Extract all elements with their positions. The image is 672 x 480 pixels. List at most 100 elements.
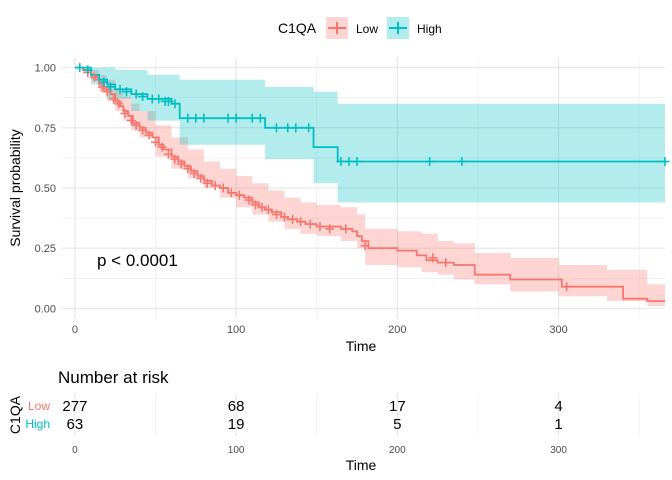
plot-grid: [62, 58, 665, 318]
legend-label-high: High: [417, 22, 442, 36]
censor-mark-high: [199, 113, 209, 123]
censor-mark-low: [305, 219, 315, 229]
censor-mark-low: [131, 120, 141, 130]
risk-count-low: 277: [62, 398, 87, 415]
censor-mark-low: [97, 82, 107, 92]
censor-mark-high: [457, 157, 467, 167]
censor-mark-high: [231, 113, 241, 123]
censor-mark-high: [304, 123, 314, 133]
risk-count-high: 19: [228, 416, 245, 433]
censor-mark-high: [336, 157, 346, 167]
censor-mark-high: [75, 63, 85, 73]
risk-row-label-low: Low: [28, 399, 50, 413]
y-axis-label: Survival probability: [7, 129, 23, 247]
risk-count-high: 1: [554, 416, 562, 433]
censor-mark-low: [226, 188, 236, 198]
censor-mark-low: [210, 181, 220, 191]
x-tick-label: 0: [72, 324, 78, 336]
censor-mark-low: [325, 224, 335, 234]
censor-mark-low: [138, 125, 148, 135]
risk-counts: 277 68 17 4 63 19 5 1: [62, 398, 562, 433]
risk-table-grid: [74, 394, 640, 436]
censor-mark-low: [120, 108, 130, 118]
censor-mark-low: [202, 178, 212, 188]
censor-mark-high: [121, 87, 131, 97]
censor-mark-low: [89, 72, 99, 82]
censor-mark-low: [189, 169, 199, 179]
censor-mark-high: [291, 123, 301, 133]
censor-mark-high: [170, 99, 180, 109]
censor-mark-high: [283, 123, 293, 133]
risk-x-axis-ticks: 0 100 200 300: [72, 445, 567, 456]
censor-mark-low: [296, 217, 306, 227]
censor-mark-high: [191, 113, 201, 123]
survival-lines: [74, 66, 665, 302]
censor-mark-low: [263, 205, 273, 215]
censor-mark-high: [163, 96, 173, 106]
censor-mark-low: [170, 154, 180, 164]
censor-marks: [75, 63, 670, 292]
censor-mark-low: [157, 142, 167, 152]
x-axis-ticks: 0 100 200 300: [72, 324, 568, 336]
ci-band-low: [74, 67, 665, 306]
y-tick-label: 0.75: [35, 123, 56, 135]
censor-mark-high: [352, 157, 362, 167]
censor-mark-low: [250, 200, 260, 210]
censor-mark-high: [138, 92, 148, 102]
risk-count-low: 4: [554, 398, 562, 415]
censor-mark-high: [115, 84, 125, 94]
censor-mark-low: [196, 173, 206, 183]
x-tick-label: 200: [388, 324, 406, 336]
risk-x-tick-label: 100: [228, 445, 245, 456]
censor-mark-low: [257, 202, 267, 212]
y-axis-ticks: 0.00 0.25 0.50 0.75 1.00: [35, 63, 56, 316]
y-tick-label: 0.25: [35, 243, 56, 255]
censor-mark-low: [144, 130, 154, 140]
censor-mark-low: [441, 258, 451, 268]
censor-mark-low: [151, 137, 161, 147]
legend-label-low: Low: [356, 22, 378, 36]
y-tick-label: 0.50: [35, 183, 56, 195]
censor-mark-high: [247, 113, 257, 123]
censor-mark-low: [183, 164, 193, 174]
survival-line-high: [74, 66, 665, 163]
censor-mark-low: [244, 195, 254, 205]
risk-x-tick-label: 0: [72, 445, 78, 456]
legend-title: C1QA: [278, 20, 317, 36]
censor-mark-high: [83, 65, 93, 75]
risk-row-label-high: High: [25, 417, 50, 431]
censor-mark-low: [315, 222, 325, 232]
x-tick-label: 100: [227, 324, 245, 336]
censor-mark-low: [126, 116, 136, 126]
censor-mark-high: [344, 157, 354, 167]
censor-mark-low: [288, 214, 298, 224]
ci-band-high: [74, 67, 665, 203]
risk-x-axis-label: Time: [346, 457, 377, 473]
confidence-bands: [74, 67, 665, 306]
censor-mark-high: [223, 113, 233, 123]
risk-count-high: 5: [393, 416, 401, 433]
censor-mark-low: [218, 183, 228, 193]
risk-count-low: 17: [389, 398, 406, 415]
censor-mark-high: [425, 157, 435, 167]
censor-mark-high: [154, 94, 164, 104]
risk-count-high: 63: [67, 416, 84, 433]
legend-key-low: [326, 17, 348, 39]
censor-mark-high: [131, 89, 141, 99]
censor-mark-low: [279, 212, 289, 222]
risk-count-low: 68: [228, 398, 245, 415]
censor-mark-low: [562, 282, 572, 292]
y-tick-label: 0.00: [35, 303, 56, 315]
censor-mark-high: [660, 157, 670, 167]
censor-mark-high: [105, 82, 115, 92]
censor-mark-low: [102, 87, 112, 97]
risk-table-y-label: C1QA: [7, 395, 23, 434]
risk-x-tick-label: 300: [550, 445, 567, 456]
survival-line-low: [74, 66, 665, 302]
risk-table-title: Number at risk: [58, 368, 169, 387]
censor-mark-low: [176, 159, 186, 169]
censor-mark-low: [163, 149, 173, 159]
y-tick-label: 1.00: [35, 63, 56, 75]
censor-mark-high: [183, 113, 193, 123]
